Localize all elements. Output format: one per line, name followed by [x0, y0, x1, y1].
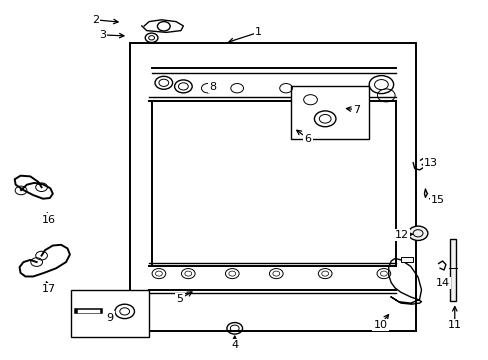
Text: 10: 10: [373, 320, 386, 330]
Bar: [290, 86, 368, 139]
Bar: [449, 239, 455, 301]
Text: 1: 1: [254, 27, 261, 37]
Text: 14: 14: [435, 278, 448, 288]
Text: 5: 5: [176, 294, 183, 304]
Text: 4: 4: [231, 340, 238, 350]
Text: 15: 15: [430, 195, 444, 205]
Text: 13: 13: [424, 158, 437, 168]
Text: 6: 6: [304, 134, 311, 144]
Bar: [129, 43, 415, 331]
Bar: [400, 257, 412, 262]
Circle shape: [407, 226, 427, 240]
Text: 2: 2: [92, 15, 99, 25]
Text: 9: 9: [106, 312, 113, 323]
Text: 12: 12: [394, 230, 408, 240]
Bar: [71, 290, 149, 337]
Text: 11: 11: [447, 320, 461, 330]
Text: 3: 3: [99, 30, 106, 40]
Text: 7: 7: [353, 105, 360, 115]
Text: 17: 17: [42, 284, 56, 294]
Text: 8: 8: [209, 82, 216, 92]
Text: 16: 16: [42, 215, 56, 225]
